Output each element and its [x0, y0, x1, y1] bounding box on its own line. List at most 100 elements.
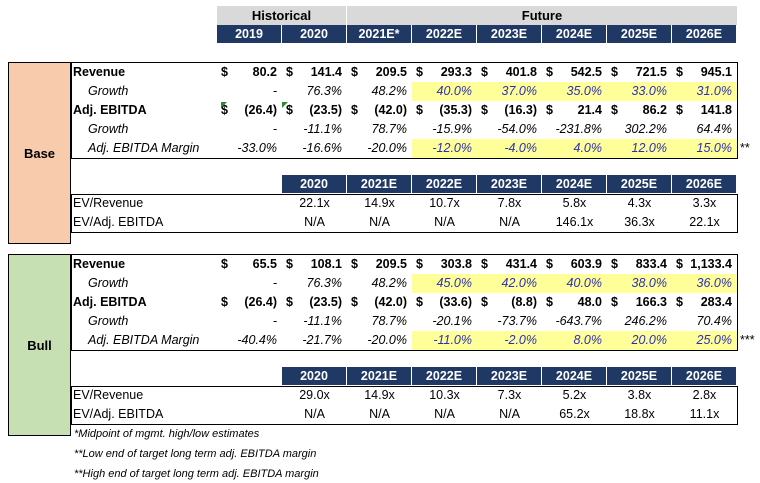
- value-text: -: [272, 122, 277, 136]
- value-cell: -2.0%: [477, 331, 542, 350]
- value-text: (23.5): [309, 103, 342, 117]
- value-cell: $ (42.0): [347, 293, 412, 312]
- multiple-value: 65.2x: [559, 407, 590, 421]
- value-cell: -12.0%: [412, 139, 477, 158]
- dollar-sign: $: [611, 65, 618, 79]
- value-text: 431.4: [505, 257, 537, 271]
- value-cell: $ (26.4): [217, 293, 282, 312]
- value-text: 141.4: [310, 65, 342, 79]
- value-text: 401.8: [505, 65, 537, 79]
- value-text: -4.0%: [504, 141, 537, 155]
- value-cell: $833.4: [607, 255, 672, 274]
- value-cell: -15.9%: [412, 120, 477, 139]
- value-cell: 40.0%: [412, 82, 477, 101]
- multiple-year-header: 2022E: [412, 175, 476, 193]
- base-scenario-label-text: Base: [23, 145, 56, 161]
- value-cell: $ (23.5): [282, 101, 347, 120]
- value-cell: -11.1%: [282, 120, 347, 139]
- value-text: 37.0%: [501, 84, 537, 98]
- row-label: Adj. EBITDA: [73, 103, 147, 117]
- value-text: 25.0%: [696, 333, 732, 347]
- dollar-sign: $: [481, 103, 488, 117]
- value-cell: 20.0%: [607, 331, 672, 350]
- value-text: 64.4%: [696, 122, 732, 136]
- future-header: Future: [347, 6, 737, 25]
- value-text: 76.3%: [306, 84, 342, 98]
- multiple-value: N/A: [499, 215, 520, 229]
- value-text: 45.0%: [436, 276, 472, 290]
- value-cell: $603.9: [542, 255, 607, 274]
- dollar-sign: $: [416, 257, 423, 271]
- margin-footnote-mark: **: [740, 141, 750, 155]
- value-cell: -20.0%: [347, 331, 412, 350]
- value-text: 33.0%: [631, 84, 667, 98]
- value-cell: -16.6%: [282, 139, 347, 158]
- value-cell: -20.0%: [347, 139, 412, 158]
- dollar-sign: $: [286, 65, 293, 79]
- value-cell: $ (23.5): [282, 293, 347, 312]
- value-text: 945.1: [700, 65, 732, 79]
- dollar-sign: $: [351, 257, 358, 271]
- multiple-value: 2.8x: [692, 388, 717, 402]
- footnote: *Midpoint of mgmt. high/low estimates: [74, 428, 260, 440]
- value-text: 603.9: [570, 257, 602, 271]
- value-cell: -: [217, 274, 282, 293]
- value-text: -11.0%: [433, 333, 472, 347]
- value-text: -33.0%: [237, 141, 277, 155]
- value-text: 21.4: [577, 103, 602, 117]
- row-label: Growth: [88, 84, 129, 98]
- multiple-label: EV/Adj. EBITDA: [73, 407, 164, 421]
- value-text: 48.2%: [371, 276, 407, 290]
- value-text: (16.3): [504, 103, 537, 117]
- footnote: **Low end of target long term adj. EBITD…: [74, 448, 317, 460]
- value-cell: -643.7%: [542, 312, 607, 331]
- value-cell: $141.4: [282, 63, 347, 82]
- multiple-year-header: 2024E: [542, 175, 606, 193]
- value-text: 209.5: [375, 65, 407, 79]
- dollar-sign: $: [221, 295, 228, 309]
- value-cell: $141.8: [672, 101, 737, 120]
- value-cell: -21.7%: [282, 331, 347, 350]
- value-text: -11.1%: [303, 122, 342, 136]
- value-text: 70.4%: [696, 314, 732, 328]
- value-cell: 40.0%: [542, 274, 607, 293]
- row-label: Adj. EBITDA: [73, 295, 147, 309]
- value-text: -73.7%: [497, 314, 537, 328]
- multiple-year-header: 2020: [282, 367, 346, 385]
- multiple-value: 3.8x: [627, 388, 652, 402]
- value-cell: 45.0%: [412, 274, 477, 293]
- value-text: 166.3: [635, 295, 667, 309]
- value-cell: $48.0: [542, 293, 607, 312]
- value-text: 246.2%: [624, 314, 667, 328]
- bull-metrics-box: [71, 254, 738, 351]
- value-cell: 8.0%: [542, 331, 607, 350]
- value-text: 721.5: [635, 65, 667, 79]
- value-text: 209.5: [375, 257, 407, 271]
- value-cell: $721.5: [607, 63, 672, 82]
- footnote: **High end of target long term adj. EBIT…: [74, 468, 319, 480]
- value-text: (42.0): [374, 295, 407, 309]
- value-text: 15.0%: [696, 141, 732, 155]
- value-text: 40.0%: [436, 84, 472, 98]
- value-cell: 78.7%: [347, 120, 412, 139]
- value-text: 78.7%: [371, 122, 407, 136]
- value-text: -12.0%: [432, 141, 472, 155]
- value-cell: $ (16.3): [477, 101, 542, 120]
- row-label: Adj. EBITDA Margin: [88, 333, 200, 347]
- value-text: 76.3%: [306, 276, 342, 290]
- year-header-cell: 2025E: [607, 25, 671, 43]
- multiple-year-header: 2020: [282, 175, 346, 193]
- value-text: (8.8): [511, 295, 537, 309]
- value-cell: 4.0%: [542, 139, 607, 158]
- multiple-value: 4.3x: [627, 196, 652, 210]
- value-text: 1,133.4: [690, 257, 732, 271]
- value-text: (26.4): [244, 103, 277, 117]
- value-cell: $945.1: [672, 63, 737, 82]
- value-cell: -: [217, 82, 282, 101]
- multiple-value: 29.0x: [299, 388, 330, 402]
- multiple-year-header: 2026E: [672, 367, 736, 385]
- value-cell: -231.8%: [542, 120, 607, 139]
- value-text: 36.0%: [696, 276, 732, 290]
- value-text: 141.8: [700, 103, 732, 117]
- value-text: 833.4: [635, 257, 667, 271]
